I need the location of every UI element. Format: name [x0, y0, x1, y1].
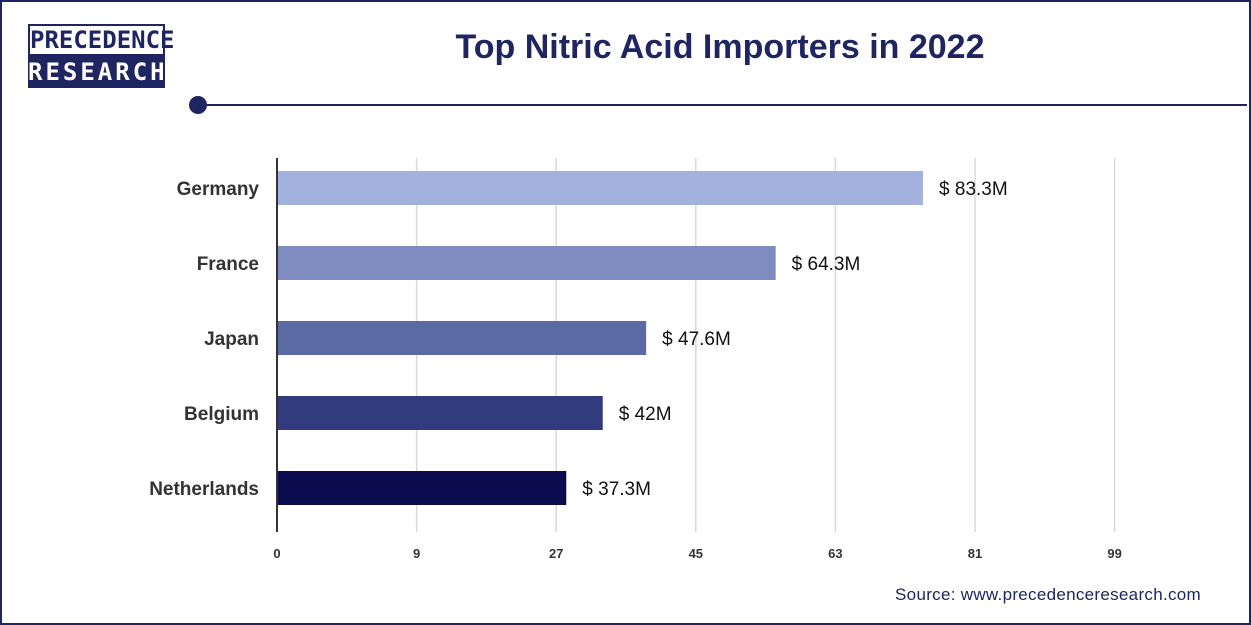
logo-top-text: PRECEDENCE [28, 24, 175, 56]
data-label: $ 42M [619, 404, 672, 425]
x-tick-label: 99 [1107, 546, 1121, 561]
brand-logo: PRECEDENCE RESEARCH [28, 24, 175, 88]
category-label: Netherlands [149, 479, 259, 500]
data-label: $ 37.3M [582, 479, 651, 500]
logo-bottom-text: RESEARCH [28, 56, 168, 88]
data-label: $ 83.3M [939, 179, 1008, 200]
bar [277, 171, 924, 205]
bar [277, 321, 647, 355]
x-tick-label: 81 [968, 546, 982, 561]
x-tick-label: 63 [828, 546, 842, 561]
category-label: Germany [177, 179, 260, 200]
source-text: Source: www.precedenceresearch.com [895, 585, 1201, 604]
bar [277, 396, 603, 430]
category-label: Belgium [184, 404, 259, 425]
title-rule-dot [189, 96, 207, 114]
title-rule-line [200, 104, 1247, 106]
category-label: Japan [204, 329, 259, 350]
category-label: France [197, 254, 259, 275]
x-tick-label: 0 [273, 546, 280, 561]
x-tick-label: 27 [549, 546, 563, 561]
x-tick-label: 9 [413, 546, 420, 561]
data-label: $ 47.6M [662, 329, 731, 350]
x-tick-label: 45 [689, 546, 703, 561]
chart-title: Top Nitric Acid Importers in 2022 [455, 28, 985, 66]
data-label: $ 64.3M [792, 254, 861, 275]
bar [277, 246, 776, 280]
bar [277, 471, 567, 505]
